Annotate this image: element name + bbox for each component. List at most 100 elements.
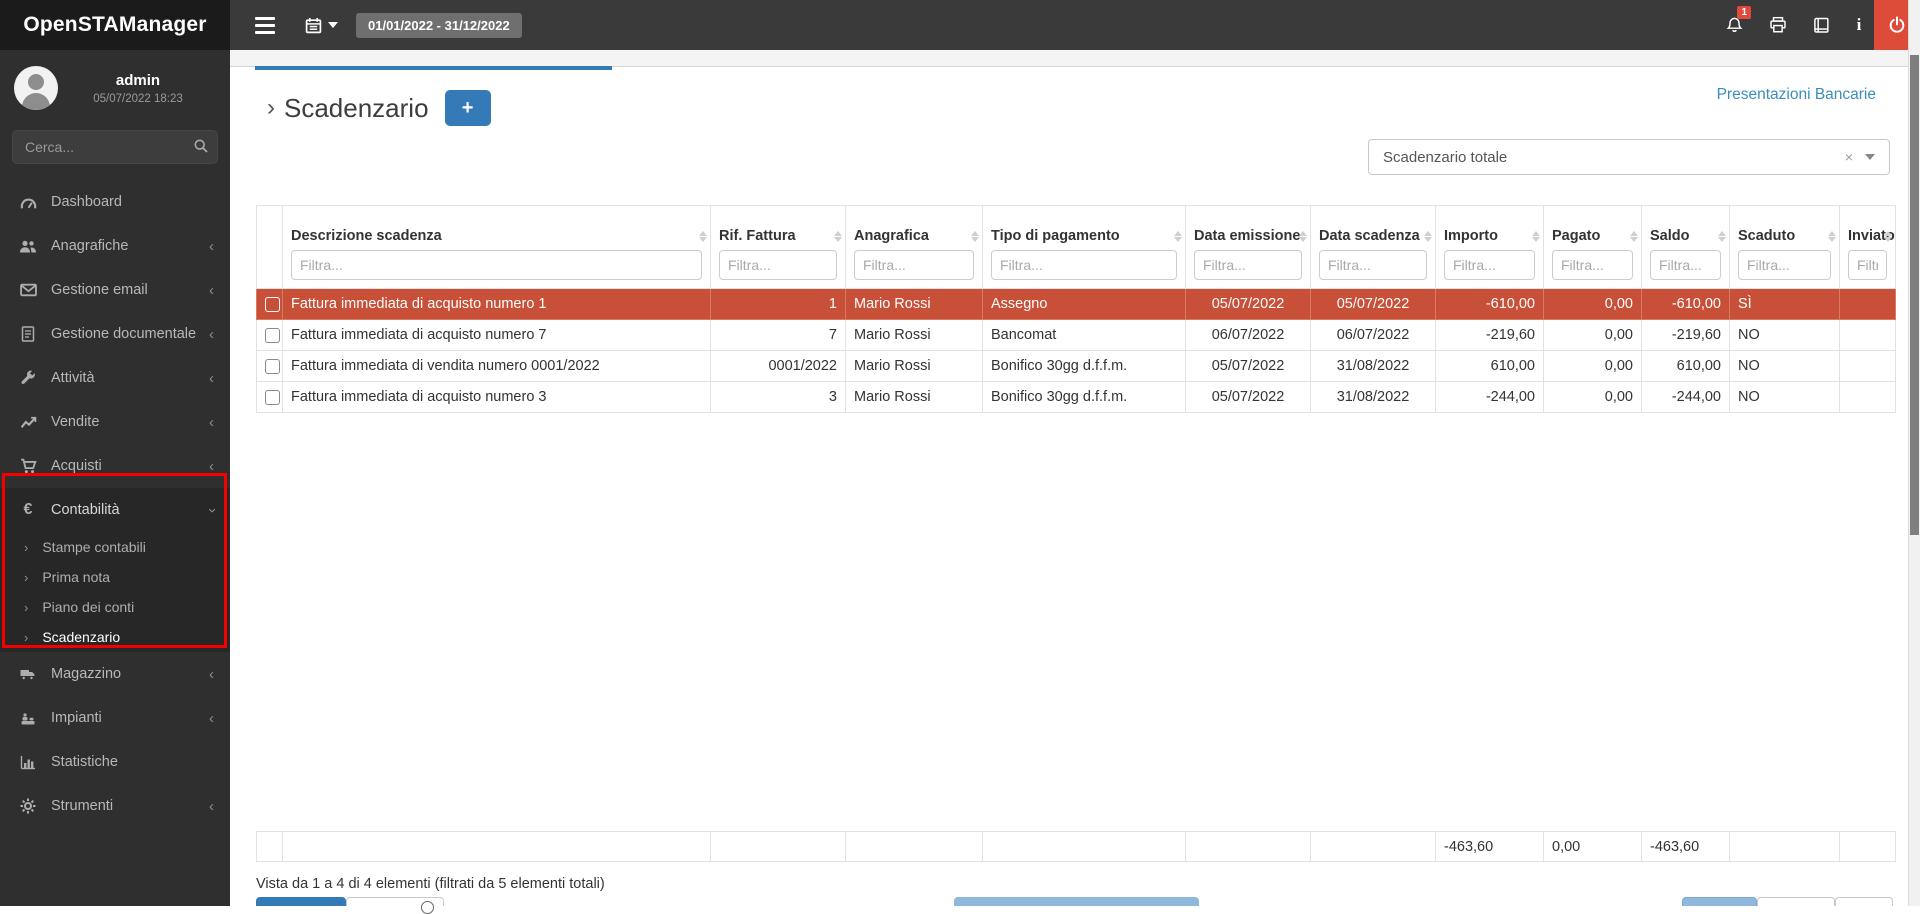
sidebar-item-magazzino[interactable]: Magazzino ‹: [0, 652, 230, 696]
sidebar-toggle-button[interactable]: [255, 16, 275, 34]
cell-pagato[interactable]: 0,00: [1543, 288, 1642, 320]
sidebar-item-anagrafiche[interactable]: Anagrafiche ‹: [0, 224, 230, 268]
cell-saldo[interactable]: 610,00: [1641, 350, 1730, 382]
cell-pagato[interactable]: 0,00: [1543, 319, 1642, 351]
cell-saldo[interactable]: -610,00: [1641, 288, 1730, 320]
pagination-button[interactable]: [1757, 897, 1835, 906]
cell-scadenza[interactable]: 06/07/2022: [1310, 319, 1436, 351]
table-row[interactable]: Fattura immediata di vendita numero 0001…: [256, 350, 1896, 382]
sort-icon[interactable]: [699, 231, 707, 242]
cell-tipo[interactable]: Bonifico 30gg d.f.f.m.: [982, 350, 1186, 382]
filter-input-data-scadenza[interactable]: [1319, 250, 1427, 280]
info-button[interactable]: i: [1844, 0, 1874, 50]
cell-rif[interactable]: 3: [710, 381, 846, 413]
cell-rif[interactable]: 1: [710, 288, 846, 320]
sidebar-item-attivita[interactable]: Attività ‹: [0, 356, 230, 400]
sidebar-item-contabilita[interactable]: € Contabilità ‹: [0, 488, 230, 532]
cell-inviato[interactable]: [1839, 381, 1896, 413]
cell-scaduto[interactable]: NO: [1729, 319, 1840, 351]
cell-anagrafica[interactable]: Mario Rossi: [845, 350, 983, 382]
cell-anagrafica[interactable]: Mario Rossi: [845, 319, 983, 351]
pagination-button[interactable]: [1835, 897, 1893, 906]
cell-saldo[interactable]: -219,60: [1641, 319, 1730, 351]
column-header-tipo-pagamento[interactable]: Tipo di pagamento: [982, 205, 1186, 289]
sidebar-item-piano-dei-conti[interactable]: › Piano dei conti: [0, 592, 230, 622]
cell-scaduto[interactable]: NO: [1729, 350, 1840, 382]
cell-descrizione[interactable]: Fattura immediata di acquisto numero 7: [282, 319, 711, 351]
sidebar-item-impianti[interactable]: Impianti ‹: [0, 696, 230, 740]
sort-icon[interactable]: [971, 231, 979, 242]
notifications-button[interactable]: 1: [1712, 0, 1756, 50]
date-range-badge[interactable]: 01/01/2022 - 31/12/2022: [356, 12, 522, 38]
filter-input-tipo-pagamento[interactable]: [991, 250, 1177, 280]
cell-emissione[interactable]: 05/07/2022: [1185, 381, 1311, 413]
cell-descrizione[interactable]: Fattura immediata di acquisto numero 3: [282, 381, 711, 413]
sidebar-item-strumenti[interactable]: Strumenti ‹: [0, 784, 230, 828]
table-row[interactable]: Fattura immediata di acquisto numero 3 3…: [256, 381, 1896, 413]
sidebar-item-stampe-contabili[interactable]: › Stampe contabili: [0, 532, 230, 562]
export-button-cutoff[interactable]: [256, 897, 346, 906]
column-header-pagato[interactable]: Pagato: [1543, 205, 1642, 289]
cell-scadenza[interactable]: 31/08/2022: [1310, 381, 1436, 413]
cell-pagato[interactable]: 0,00: [1543, 350, 1642, 382]
pagination-active-page[interactable]: [1682, 897, 1757, 906]
sort-icon[interactable]: [1299, 231, 1307, 242]
search-icon[interactable]: [193, 138, 209, 154]
bulk-action-button-cutoff[interactable]: [954, 897, 1199, 906]
column-header-saldo[interactable]: Saldo: [1641, 205, 1730, 289]
scrollbar-thumb[interactable]: [1910, 55, 1919, 535]
cell-rif[interactable]: 0001/2022: [710, 350, 846, 382]
cell-scaduto[interactable]: NO: [1729, 381, 1840, 413]
presentazioni-bancarie-link[interactable]: Presentazioni Bancarie: [1716, 86, 1876, 103]
sort-icon[interactable]: [1884, 231, 1892, 242]
sidebar-item-dashboard[interactable]: Dashboard: [0, 180, 230, 224]
calendar-menu-button[interactable]: [305, 17, 338, 34]
filter-input-descrizione[interactable]: [291, 250, 702, 280]
column-header-descrizione[interactable]: Descrizione scadenza: [282, 205, 711, 289]
add-record-button[interactable]: +: [444, 90, 491, 126]
column-header-data-emissione[interactable]: Data emissione: [1185, 205, 1311, 289]
row-checkbox[interactable]: [265, 358, 280, 374]
cell-saldo[interactable]: -244,00: [1641, 381, 1730, 413]
column-header-anagrafica[interactable]: Anagrafica: [845, 205, 983, 289]
cell-scadenza[interactable]: 05/07/2022: [1310, 288, 1436, 320]
cell-emissione[interactable]: 06/07/2022: [1185, 319, 1311, 351]
sidebar-item-acquisti[interactable]: Acquisti ‹: [0, 444, 230, 488]
filter-input-data-emissione[interactable]: [1194, 250, 1302, 280]
sidebar-item-scadenzario[interactable]: › Scadenzario: [0, 622, 230, 652]
cell-emissione[interactable]: 05/07/2022: [1185, 288, 1311, 320]
cell-scaduto[interactable]: SÌ: [1729, 288, 1840, 320]
column-header-data-scadenza[interactable]: Data scadenza: [1310, 205, 1436, 289]
sort-icon[interactable]: [1630, 231, 1638, 242]
filter-input-anagrafica[interactable]: [854, 250, 974, 280]
sort-icon[interactable]: [1532, 231, 1540, 242]
secondary-button-cutoff[interactable]: [346, 897, 444, 914]
cell-tipo[interactable]: Bonifico 30gg d.f.f.m.: [982, 381, 1186, 413]
column-header-scaduto[interactable]: Scaduto: [1729, 205, 1840, 289]
cell-tipo[interactable]: Bancomat: [982, 319, 1186, 351]
cell-anagrafica[interactable]: Mario Rossi: [845, 288, 983, 320]
docs-button[interactable]: [1800, 0, 1844, 50]
search-input[interactable]: [12, 130, 218, 164]
filter-input-inviato[interactable]: [1848, 250, 1887, 280]
cell-importo[interactable]: -610,00: [1435, 288, 1544, 320]
filter-input-importo[interactable]: [1444, 250, 1535, 280]
cell-descrizione[interactable]: Fattura immediata di vendita numero 0001…: [282, 350, 711, 382]
cell-importo[interactable]: -219,60: [1435, 319, 1544, 351]
sidebar-item-gestione-documentale[interactable]: Gestione documentale ‹: [0, 312, 230, 356]
column-header-inviato[interactable]: Inviato: [1839, 205, 1896, 289]
filter-input-rif-fattura[interactable]: [719, 250, 837, 280]
chevron-down-icon[interactable]: [1865, 154, 1875, 160]
sidebar-item-prima-nota[interactable]: › Prima nota: [0, 562, 230, 592]
table-row[interactable]: Fattura immediata di acquisto numero 7 7…: [256, 319, 1896, 351]
cell-inviato[interactable]: [1839, 350, 1896, 382]
filter-input-pagato[interactable]: [1552, 250, 1633, 280]
sidebar-item-statistiche[interactable]: Statistiche: [0, 740, 230, 784]
sort-icon[interactable]: [1718, 231, 1726, 242]
sidebar-item-gestione-email[interactable]: Gestione email ‹: [0, 268, 230, 312]
print-button[interactable]: [1756, 0, 1800, 50]
cell-tipo[interactable]: Assegno: [982, 288, 1186, 320]
filter-input-scaduto[interactable]: [1738, 250, 1831, 280]
table-row[interactable]: Fattura immediata di acquisto numero 1 1…: [256, 288, 1896, 320]
cell-importo[interactable]: 610,00: [1435, 350, 1544, 382]
